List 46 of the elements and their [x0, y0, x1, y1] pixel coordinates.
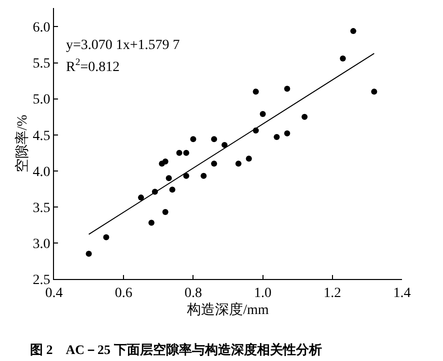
y-tick-label: 6.0: [32, 20, 50, 36]
point: [148, 220, 154, 226]
point: [162, 208, 168, 215]
y-tick-label: 3.0: [32, 236, 50, 252]
y-tick-label: 5.0: [32, 92, 50, 108]
y-tick-label: 4.5: [32, 128, 50, 144]
point: [274, 134, 280, 140]
point: [284, 86, 290, 92]
y-tick-label: 3.5: [32, 200, 50, 216]
x-axis-title: 构造深度/mm: [186, 302, 269, 318]
point: [211, 136, 218, 142]
point: [176, 150, 182, 156]
point: [350, 28, 356, 34]
annotation: R$^{2}$=0.812: [66, 57, 120, 75]
x-tick-label: 0.4: [45, 286, 63, 301]
point: [235, 160, 242, 167]
point: [166, 175, 172, 182]
point: [86, 250, 92, 257]
y-tick-label: 4.0: [32, 164, 50, 180]
y-axis-title: 空隙率/%: [14, 114, 30, 172]
point: [138, 194, 144, 201]
point: [211, 160, 218, 167]
point: [260, 110, 266, 117]
point: [169, 186, 176, 193]
x-tick-label: 1.2: [324, 286, 342, 301]
point: [183, 172, 190, 179]
point: [190, 136, 196, 142]
x-tick-label: 0.6: [114, 286, 132, 301]
y-tick-label: 2.5: [32, 272, 50, 288]
point: [103, 234, 110, 240]
y-tick-label: 5.5: [32, 56, 50, 72]
point: [183, 150, 190, 156]
x-tick-label: 0.8: [184, 286, 202, 301]
point: [340, 55, 346, 62]
point: [200, 172, 207, 179]
annotation: y=3.070 1x+1.579 7: [66, 38, 180, 53]
point: [284, 130, 290, 136]
text: 图 2 AC－25 下面层空隙率与构造深度相关性分析: [30, 342, 322, 357]
point: [162, 158, 168, 165]
point: [246, 156, 252, 162]
point: [302, 114, 308, 120]
point: [252, 88, 259, 95]
point: [371, 88, 378, 95]
point: [222, 142, 228, 148]
x-tick-label: 1.0: [254, 286, 272, 301]
x-tick-label: 1.4: [393, 286, 411, 301]
